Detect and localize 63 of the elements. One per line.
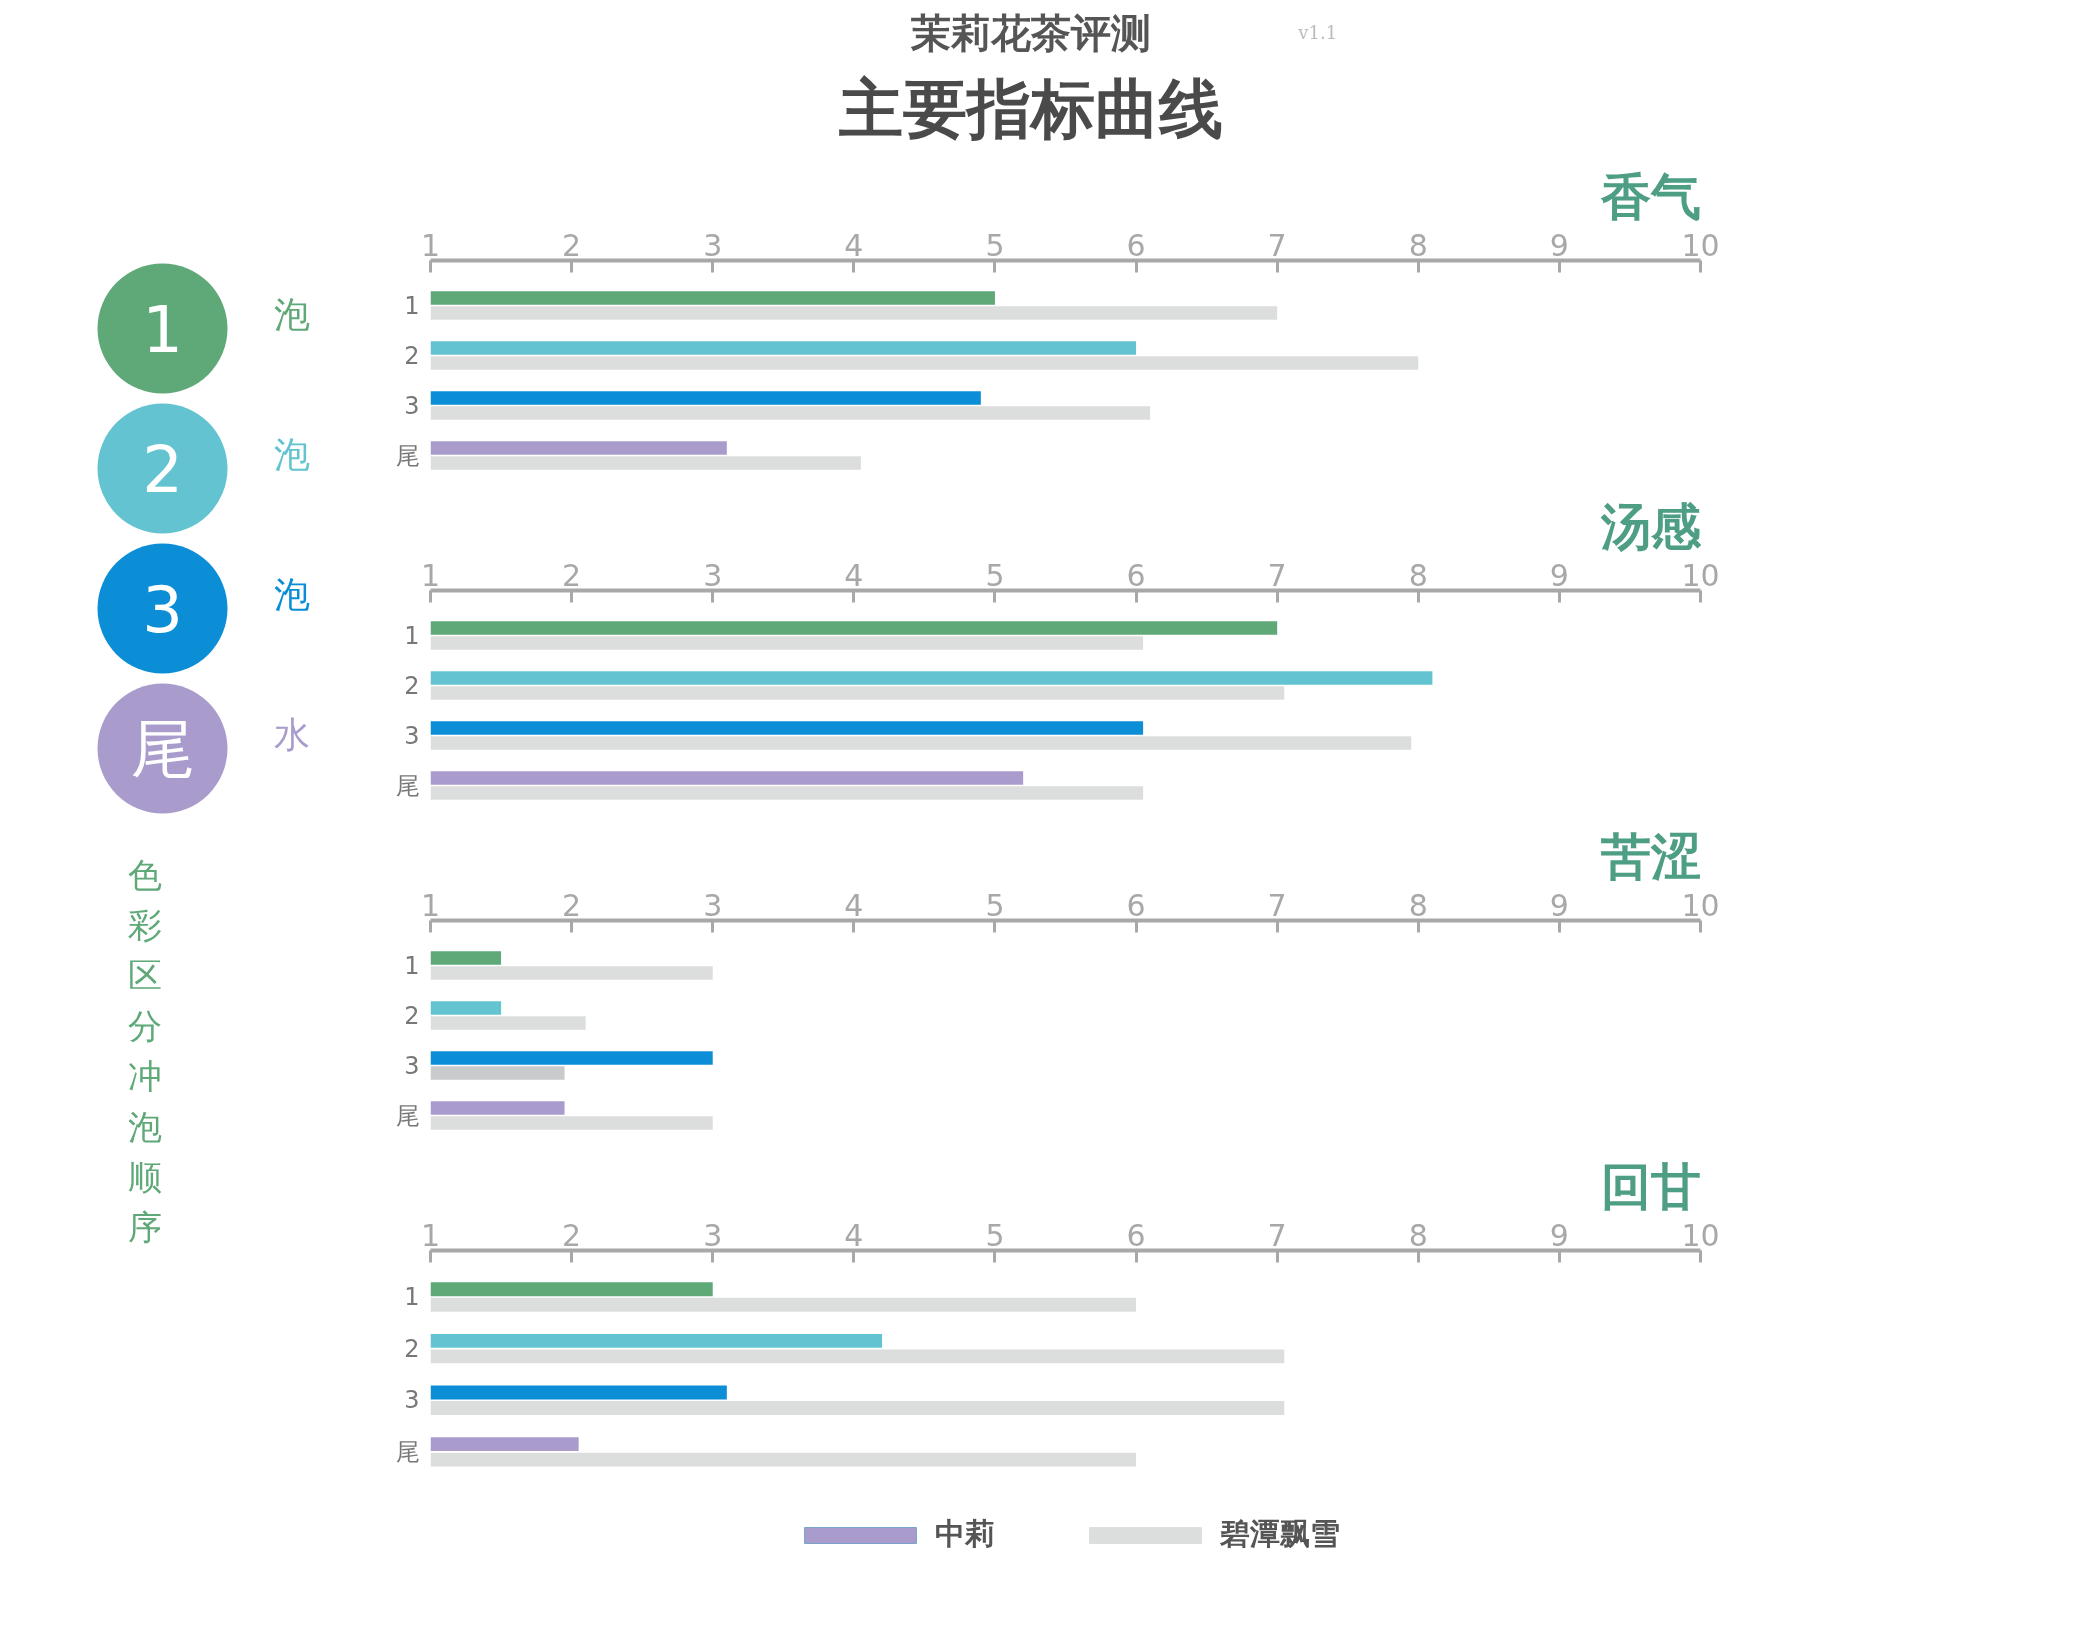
x-tick-label: 10 [1681, 557, 1720, 593]
x-tick-label: 7 [1267, 557, 1287, 593]
x-tick-label: 7 [1267, 227, 1287, 263]
text: v1.1 [1297, 22, 1338, 43]
y-tick-label: 1 [404, 621, 420, 650]
x-tick-label: 4 [844, 1217, 864, 1253]
chart-title: 香气 [1599, 167, 1701, 226]
x-tick-label: 5 [985, 557, 1005, 593]
legend-label: 中莉 [935, 1515, 995, 1553]
x-tick-label: 4 [844, 557, 864, 593]
x-tick-label: 5 [985, 227, 1005, 263]
x-tick-label: 6 [1126, 1217, 1146, 1253]
x-tick-label: 6 [1126, 557, 1146, 593]
x-tick-label: 8 [1408, 887, 1428, 923]
text: 色彩区分冲泡顺序 [127, 854, 162, 1248]
y-tick-label: 3 [404, 721, 420, 750]
y-tick-label: 3 [404, 1051, 420, 1080]
x-tick-label: 4 [844, 887, 864, 923]
text: 茉莉花茶评测 [909, 9, 1151, 56]
x-tick-label: 3 [703, 1217, 723, 1253]
y-tick-label: 3 [404, 391, 420, 420]
x-tick-label: 3 [703, 887, 723, 923]
x-tick-label: 3 [703, 227, 723, 263]
text: 主要指标曲线 [837, 72, 1223, 147]
x-tick-label: 9 [1549, 557, 1569, 593]
chart-title: 回甘 [1600, 1157, 1701, 1216]
x-tick-label: 9 [1549, 1217, 1569, 1253]
text: 尾水 [130, 711, 311, 786]
chart-title: 苦涩 [1599, 827, 1701, 886]
x-tick-label: 5 [985, 887, 1005, 923]
chart-title: 汤感 [1599, 497, 1702, 556]
x-tick-label: 2 [562, 557, 582, 593]
x-tick-label: 6 [1126, 227, 1146, 263]
y-tick-label: 1 [404, 1282, 420, 1311]
y-tick-label: 尾 [395, 1437, 420, 1466]
y-tick-label: 尾 [395, 1101, 420, 1130]
x-tick-label: 4 [844, 227, 864, 263]
y-tick-label: 1 [404, 291, 420, 320]
x-tick-label: 6 [1126, 887, 1146, 923]
y-tick-label: 2 [404, 341, 420, 370]
x-tick-label: 8 [1408, 227, 1428, 263]
x-tick-label: 8 [1408, 557, 1428, 593]
y-tick-label: 2 [404, 1001, 420, 1030]
x-tick-label: 3 [703, 557, 723, 593]
y-tick-label: 2 [404, 671, 420, 700]
y-tick-label: 尾 [395, 441, 420, 470]
x-tick-label: 10 [1681, 1217, 1720, 1253]
x-tick-label: 2 [562, 1217, 582, 1253]
x-tick-label: 2 [562, 887, 582, 923]
y-tick-label: 1 [404, 951, 420, 980]
x-tick-label: 10 [1681, 227, 1720, 263]
x-tick-label: 8 [1408, 1217, 1428, 1253]
x-tick-label: 10 [1681, 887, 1720, 923]
y-tick-label: 尾 [395, 771, 420, 800]
x-tick-label: 9 [1549, 887, 1569, 923]
y-tick-label: 3 [404, 1386, 420, 1415]
x-tick-label: 2 [562, 227, 582, 263]
x-tick-label: 7 [1267, 887, 1287, 923]
x-tick-label: 7 [1267, 1217, 1287, 1253]
y-tick-label: 2 [404, 1334, 420, 1363]
legend-label: 碧潭飘雪 [1220, 1515, 1340, 1553]
x-tick-label: 5 [985, 1217, 1005, 1253]
x-tick-label: 9 [1549, 227, 1569, 263]
